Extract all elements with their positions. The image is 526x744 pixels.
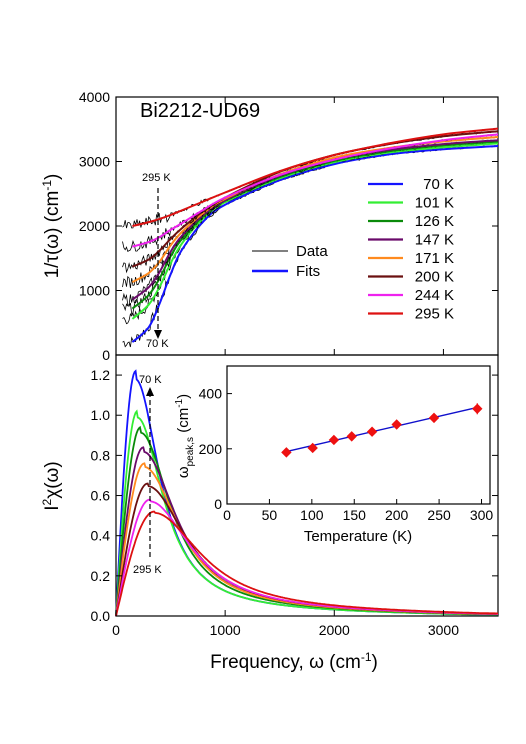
bottom-y-tick-label: 1.0 [91, 407, 111, 423]
bottom-panel-curves [115, 369, 499, 617]
bottom-y-tick-label: 0.8 [91, 447, 111, 463]
bottom-curve-295k [115, 510, 498, 617]
top-y-tick-label: 3000 [79, 154, 110, 170]
inset-data-point [391, 419, 402, 430]
bottom-y-tick-label: 1.2 [91, 367, 111, 383]
inset-x-tick-label: 200 [385, 507, 409, 523]
bottom-x-axis-label: Frequency, ω (cm-1) [210, 650, 378, 673]
inset-x-tick-label: 300 [470, 507, 494, 523]
bottom-x-tick-label: 2000 [319, 622, 350, 638]
inset-data-point [307, 442, 318, 454]
bottom-y-tick-label: 0.2 [91, 568, 111, 584]
legend-label-244k: 244 K [415, 287, 454, 304]
bottom-y-tick-label: 0.6 [91, 488, 111, 504]
top-fit-curve-147k [131, 139, 499, 301]
inset-x-axis-label: Temperature (K) [304, 528, 412, 545]
inset-data-point [366, 426, 378, 437]
legend-label-70k: 70 K [423, 176, 454, 193]
inset-data-point [428, 412, 440, 424]
inset-y-tick-label: 400 [199, 386, 223, 402]
top-fit-curve-244k [132, 133, 499, 248]
legend-label-171k: 171 K [415, 250, 454, 267]
legend-label-101k: 101 K [415, 195, 454, 212]
inset-x-tick-label: 100 [300, 507, 324, 523]
bottom-y-tick-label: 0.4 [91, 528, 111, 544]
bottom-x-tick-label: 0 [112, 622, 120, 638]
inset-x-tick-label: 0 [223, 507, 231, 523]
top-panel-curves [122, 127, 499, 348]
bottom-x-tick-label: 3000 [428, 622, 459, 638]
top-annotation-arrowhead [154, 330, 162, 339]
top-y-tick-label: 1000 [79, 283, 110, 299]
bottom-plot-frame [115, 354, 499, 617]
top-panel-title: Bi2212-UD69 [140, 100, 260, 122]
top-fit-curve-295k [132, 127, 499, 227]
inset-y-axis-label: ωpeak,s (cm-1) [174, 394, 196, 478]
bottom-x-tick-label: 1000 [210, 622, 241, 638]
bottom-y-axis-label: I2χ(ω) [40, 461, 63, 510]
top-y-tick-label: 2000 [79, 218, 110, 234]
bottom-annotation-top-temp: 70 K [139, 374, 162, 386]
inset-data-point [328, 434, 340, 446]
inset-data-point [281, 447, 292, 458]
top-annotation-top-temp: 295 K [142, 172, 171, 184]
top-y-tick-label: 0 [102, 347, 110, 363]
inset-data-point [472, 403, 483, 414]
legend-fits-label: Fits [296, 263, 320, 280]
inset-x-tick-label: 50 [262, 507, 278, 523]
inset-x-tick-label: 150 [343, 507, 367, 523]
inset-content: 0 50 100 150 200 250 300 0 200 400 [199, 386, 494, 523]
bottom-y-tick-label: 0.0 [91, 608, 111, 624]
bottom-annotation-arrowhead [146, 387, 154, 396]
legend-label-295k: 295 K [415, 306, 454, 323]
inset-x-tick-label: 250 [427, 507, 451, 523]
legend-label-126k: 126 K [415, 213, 454, 230]
legend-data-label: Data [296, 243, 328, 260]
legend-label-200k: 200 K [415, 269, 454, 286]
inset-fit-line [286, 406, 478, 453]
inset-y-tick-label: 0 [214, 496, 222, 512]
top-y-axis-label: 1/τ(ω) (cm-1) [40, 174, 63, 279]
bottom-annotation-bottom-temp: 295 K [133, 564, 162, 576]
legend-label-147k: 147 K [415, 232, 454, 249]
inset-data-point [346, 431, 357, 442]
inset-y-tick-label: 200 [199, 441, 223, 457]
top-annotation-bottom-temp: 70 K [146, 338, 169, 350]
top-y-tick-label: 4000 [79, 89, 110, 105]
